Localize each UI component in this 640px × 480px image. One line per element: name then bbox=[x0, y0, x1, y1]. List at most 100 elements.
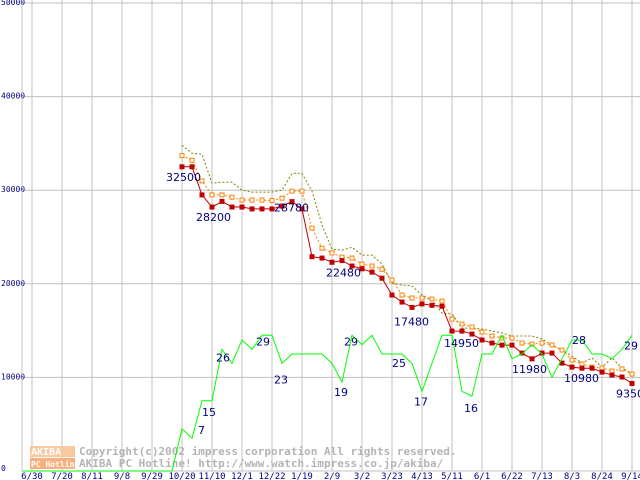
data-point-min bbox=[519, 350, 525, 356]
data-point-min bbox=[469, 331, 475, 337]
data-point-min bbox=[209, 204, 215, 210]
x-tick-label: 4/13 bbox=[411, 472, 433, 480]
data-point-min bbox=[279, 203, 285, 209]
data-point-average bbox=[559, 347, 565, 353]
data-point-average bbox=[289, 188, 295, 194]
logo-bottom: PC Hotline! bbox=[31, 459, 84, 469]
data-label: 29 bbox=[344, 335, 358, 348]
data-point-min bbox=[509, 342, 515, 348]
data-point-min bbox=[339, 258, 345, 264]
data-point-min bbox=[489, 340, 495, 346]
data-point-average bbox=[349, 255, 355, 261]
data-point-min bbox=[289, 199, 295, 205]
data-point-average bbox=[379, 266, 385, 272]
y-tick-label: 50000 bbox=[1, 0, 25, 7]
data-point-min bbox=[439, 303, 445, 309]
data-point-average bbox=[389, 277, 395, 283]
site-url-text: AKIBA PC Hotline! http://www.watch.impre… bbox=[79, 457, 444, 470]
data-point-min bbox=[369, 269, 375, 275]
x-tick-label: 6/1 bbox=[474, 472, 490, 480]
data-point-min bbox=[349, 263, 355, 269]
series-line-min bbox=[182, 166, 633, 384]
data-label: 15 bbox=[202, 406, 216, 419]
data-point-min bbox=[429, 302, 435, 308]
data-point-min bbox=[239, 204, 245, 210]
data-point-average bbox=[409, 295, 415, 301]
y-tick-label: 20000 bbox=[1, 279, 25, 288]
data-point-average bbox=[279, 195, 285, 201]
data-point-average bbox=[249, 197, 255, 203]
data-point-min bbox=[409, 304, 415, 310]
data-point-min bbox=[529, 356, 535, 362]
data-point-min bbox=[449, 328, 455, 334]
x-tick-label: 8/11 bbox=[81, 472, 103, 480]
data-label: 28 bbox=[572, 334, 586, 347]
x-tick-label: 11/10 bbox=[198, 472, 225, 480]
data-point-min bbox=[389, 292, 395, 298]
data-point-average bbox=[439, 298, 445, 304]
x-tick-label: 3/23 bbox=[381, 472, 403, 480]
data-point-average bbox=[199, 178, 205, 184]
data-label: 19 bbox=[334, 386, 348, 399]
data-point-average bbox=[219, 192, 225, 198]
watermark: AKIBA PC Hotline! Copyright(c)2002 impre… bbox=[30, 445, 457, 470]
data-point-average bbox=[299, 188, 305, 194]
data-label: 23 bbox=[274, 373, 288, 386]
data-point-min bbox=[319, 255, 325, 261]
data-point-min bbox=[379, 275, 385, 281]
x-tick-label: 3/2 bbox=[354, 472, 370, 480]
data-point-min bbox=[259, 206, 265, 212]
data-label: 16 bbox=[464, 402, 478, 415]
data-label: 7 bbox=[198, 424, 205, 437]
data-point-average bbox=[459, 321, 465, 327]
x-tick-label: 2/9 bbox=[324, 472, 340, 480]
data-point-average bbox=[259, 197, 265, 203]
data-point-average bbox=[329, 250, 335, 256]
data-point-average bbox=[519, 340, 525, 346]
data-point-min bbox=[299, 206, 305, 212]
data-point-average bbox=[449, 316, 455, 322]
data-point-average bbox=[629, 371, 635, 377]
data-point-average bbox=[419, 295, 425, 301]
data-point-min bbox=[399, 299, 405, 305]
data-point-min bbox=[179, 164, 185, 170]
data-point-min bbox=[229, 204, 235, 210]
data-label: 14950 bbox=[444, 337, 479, 350]
y-tick-label: 40000 bbox=[1, 92, 25, 101]
data-point-average bbox=[509, 335, 515, 341]
data-point-average bbox=[539, 340, 545, 346]
data-label: 22480 bbox=[326, 267, 361, 280]
x-tick-label: 12/1 bbox=[231, 472, 253, 480]
data-label: 10980 bbox=[564, 372, 599, 385]
data-point-min bbox=[589, 365, 595, 371]
data-label: 29 bbox=[624, 339, 638, 352]
data-point-average bbox=[479, 329, 485, 335]
data-point-min bbox=[479, 337, 485, 343]
x-tick-label: 9/29 bbox=[141, 472, 163, 480]
data-point-average bbox=[569, 357, 575, 363]
labels-group: 32500 28200 28780 22480 17480 14950 11980 10980… bbox=[166, 171, 640, 437]
data-point-average bbox=[229, 194, 235, 200]
data-point-min bbox=[619, 374, 625, 380]
data-label: 26 bbox=[216, 351, 230, 364]
x-tick-label: 7/20 bbox=[51, 472, 73, 480]
series-line-max bbox=[181, 144, 633, 375]
copyright-text: Copyright(c)2002 impress corporation All… bbox=[79, 445, 457, 458]
data-point-average bbox=[269, 197, 275, 203]
data-point-min bbox=[219, 198, 225, 204]
data-label: 17 bbox=[414, 395, 428, 408]
series-group bbox=[22, 144, 635, 472]
data-point-average bbox=[319, 245, 325, 251]
data-point-min bbox=[249, 206, 255, 212]
data-label: 32500 bbox=[166, 171, 201, 184]
data-point-average bbox=[239, 197, 245, 203]
data-point-min bbox=[199, 192, 205, 198]
data-point-average bbox=[369, 263, 375, 269]
data-point-average bbox=[599, 365, 605, 371]
data-point-min bbox=[609, 372, 615, 378]
data-point-min bbox=[329, 259, 335, 265]
x-tick-label: 6/22 bbox=[501, 472, 523, 480]
data-point-average bbox=[429, 296, 435, 302]
data-point-min bbox=[309, 254, 315, 260]
